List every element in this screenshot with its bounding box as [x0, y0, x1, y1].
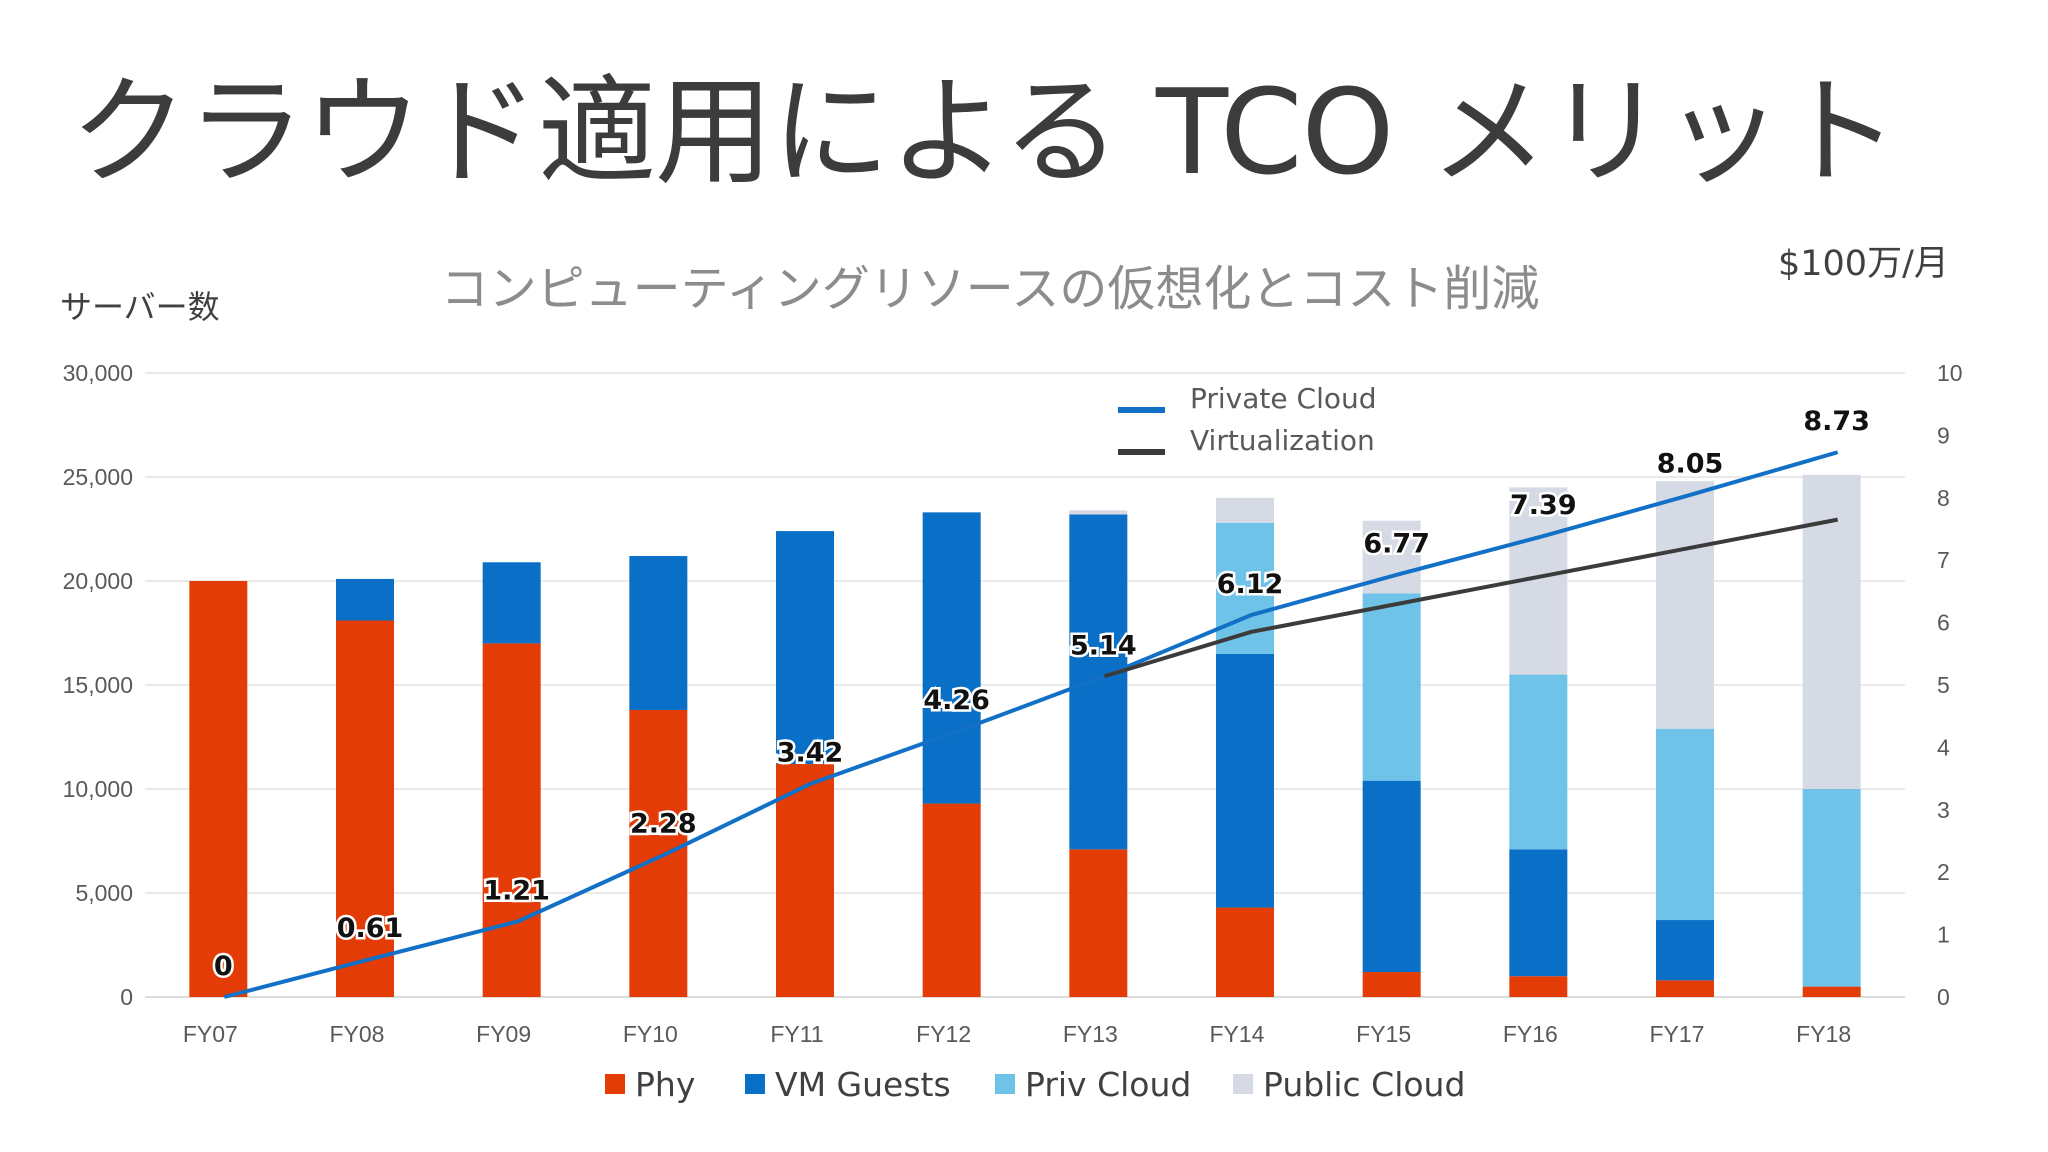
x-tick-label: FY10 [623, 1021, 678, 1047]
x-tick-label: FY15 [1356, 1021, 1411, 1047]
bar-phy [1069, 849, 1127, 997]
y-left-tick-label: 10,000 [63, 776, 133, 802]
x-tick-label: FY07 [183, 1021, 238, 1047]
y-left-axis-label: サーバー数 [60, 288, 220, 326]
bar-phy [776, 764, 834, 997]
bar-priv-cloud [1509, 675, 1567, 850]
x-tick-label: FY08 [330, 1021, 385, 1047]
line-virtualization [1104, 520, 1837, 677]
chart-title: コンピューティングリソースの仮想化とコスト削減 [441, 261, 1540, 317]
bar-vm-guests [1656, 920, 1714, 980]
line-private-cloud [224, 452, 1837, 997]
bar-vm-guests [1509, 849, 1567, 976]
y-right-tick-label: 10 [1937, 360, 1963, 386]
legend-swatch [995, 1074, 1015, 1094]
legend-label: Phy [635, 1065, 695, 1104]
x-tick-label: FY17 [1650, 1021, 1705, 1047]
legend-label: VM Guests [775, 1065, 951, 1104]
y-right-tick-label: 3 [1937, 797, 1950, 823]
x-tick-label: FY14 [1210, 1021, 1265, 1047]
bar-vm-guests [336, 579, 394, 621]
data-label: 6.12 [1217, 569, 1284, 600]
y-left-tick-label: 5,000 [75, 880, 133, 906]
legend-label: Priv Cloud [1025, 1065, 1191, 1104]
legend-swatch [745, 1074, 765, 1094]
data-label: 5.14 [1070, 630, 1137, 661]
y-right-tick-label: 4 [1937, 734, 1950, 760]
y-left-tick-label: 20,000 [63, 568, 133, 594]
bar-phy [189, 581, 247, 997]
y-right-tick-label: 0 [1937, 984, 1950, 1010]
bar-phy [483, 643, 541, 997]
bar-vm-guests [776, 531, 834, 764]
data-label: 6.77 [1363, 529, 1430, 560]
data-label: 4.26 [923, 685, 990, 716]
bar-phy [629, 710, 687, 997]
bar-vm-guests [629, 556, 687, 710]
x-tick-label: FY09 [476, 1021, 531, 1047]
x-tick-label: FY16 [1503, 1021, 1558, 1047]
legend-label: Private Cloud [1190, 382, 1377, 415]
data-label: 8.05 [1657, 449, 1724, 480]
x-tick-label: FY18 [1796, 1021, 1851, 1047]
legend-label: Public Cloud [1263, 1065, 1465, 1104]
data-label: 1.21 [483, 875, 550, 906]
bar-vm-guests [1363, 781, 1421, 972]
data-label: 8.73 [1803, 406, 1870, 437]
data-label: 3.42 [777, 738, 844, 769]
legend-swatch [605, 1074, 625, 1094]
bar-public-cloud [1656, 481, 1714, 729]
legend-label: Virtualization [1190, 424, 1375, 457]
bar-priv-cloud [1656, 729, 1714, 920]
legend-swatch [1233, 1074, 1253, 1094]
bar-vm-guests [483, 562, 541, 643]
bar-phy [1803, 987, 1861, 997]
y-right-tick-label: 8 [1937, 485, 1950, 511]
bar-public-cloud [1216, 498, 1274, 523]
y-right-tick-label: 2 [1937, 859, 1950, 885]
y-left-tick-label: 25,000 [63, 464, 133, 490]
data-label: 0.61 [337, 913, 404, 944]
bar-phy [1363, 972, 1421, 997]
data-label: 7.39 [1510, 490, 1577, 521]
bar-public-cloud [1069, 510, 1127, 514]
bar-priv-cloud [1803, 789, 1861, 987]
y-right-tick-label: 5 [1937, 672, 1950, 698]
bar-priv-cloud [1363, 593, 1421, 780]
bar-phy [1656, 980, 1714, 997]
bar-phy [1509, 976, 1567, 997]
y-right-tick-label: 6 [1937, 610, 1950, 636]
bar-phy [1216, 908, 1274, 997]
y-right-axis-label: $100万/月 [1778, 244, 1949, 284]
bar-vm-guests [1216, 654, 1274, 908]
y-right-tick-label: 7 [1937, 547, 1950, 573]
x-tick-label: FY11 [770, 1021, 823, 1047]
y-right-tick-label: 9 [1937, 422, 1950, 448]
x-tick-label: FY12 [916, 1021, 971, 1047]
bar-vm-guests [923, 512, 981, 803]
bar-phy [923, 804, 981, 997]
y-left-tick-label: 30,000 [63, 360, 133, 386]
y-right-tick-label: 1 [1937, 922, 1950, 948]
x-tick-label: FY13 [1063, 1021, 1118, 1047]
y-left-tick-label: 0 [120, 984, 133, 1010]
data-label: 2.28 [630, 809, 697, 840]
data-label: 0 [214, 951, 233, 982]
y-left-tick-label: 15,000 [63, 672, 133, 698]
bar-vm-guests [1069, 514, 1127, 849]
